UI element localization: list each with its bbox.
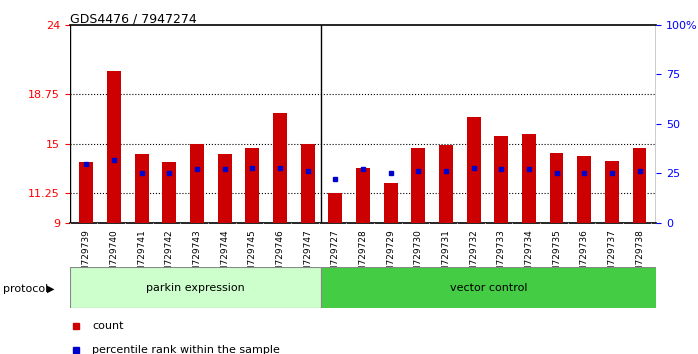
Bar	[273, 113, 287, 223]
Bar	[467, 117, 480, 223]
Bar	[328, 193, 342, 223]
Bar	[246, 148, 259, 223]
Bar	[522, 135, 536, 223]
Bar	[190, 144, 204, 223]
Bar	[301, 144, 315, 223]
Text: GDS4476 / 7947274: GDS4476 / 7947274	[70, 12, 197, 25]
Bar	[321, 267, 656, 308]
Text: vector control: vector control	[450, 282, 528, 293]
Bar	[384, 183, 398, 223]
Bar	[494, 136, 508, 223]
Text: parkin expression: parkin expression	[146, 282, 245, 293]
Bar	[439, 145, 453, 223]
Bar	[80, 162, 94, 223]
Bar	[107, 71, 121, 223]
Bar	[632, 148, 646, 223]
Bar	[356, 167, 370, 223]
Bar	[605, 161, 619, 223]
Text: ▶: ▶	[47, 284, 55, 293]
Text: percentile rank within the sample: percentile rank within the sample	[92, 345, 280, 354]
Bar	[549, 153, 563, 223]
Bar	[135, 154, 149, 223]
Text: count: count	[92, 321, 124, 331]
Bar	[577, 156, 591, 223]
Bar	[163, 162, 177, 223]
Bar	[70, 267, 321, 308]
Text: protocol: protocol	[3, 284, 49, 293]
Bar	[411, 148, 425, 223]
Bar	[218, 154, 232, 223]
